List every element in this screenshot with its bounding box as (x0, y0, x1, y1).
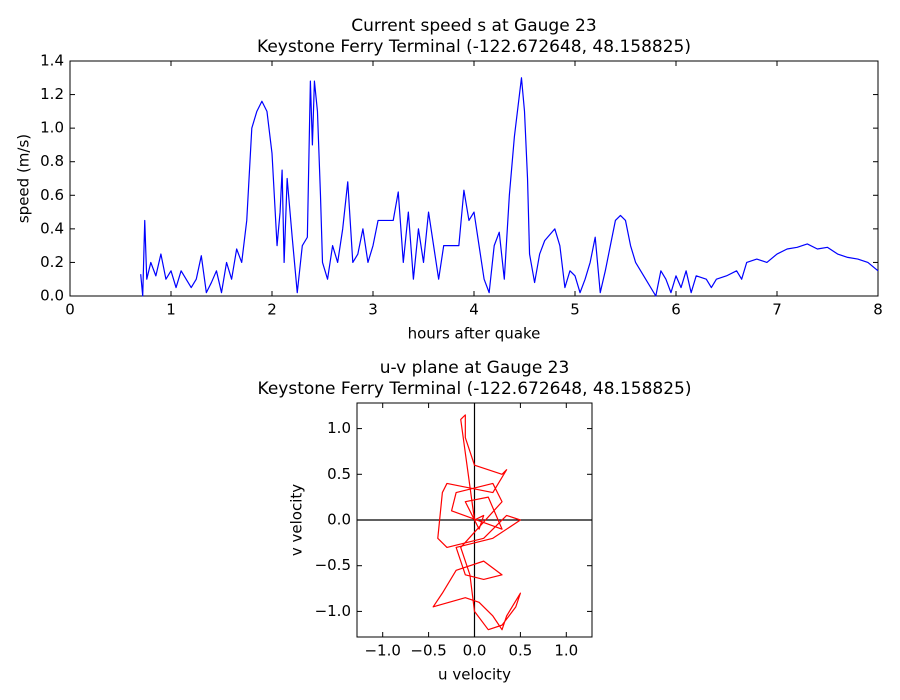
x-tick-label: 0 (65, 301, 75, 319)
x-tick-label: 0.0 (463, 642, 487, 660)
x-tick-label: 0.5 (508, 642, 532, 660)
y-tick-label: 0.6 (40, 186, 64, 204)
x-tick-label: 5 (570, 301, 580, 319)
x-axis-label: hours after quake (408, 325, 541, 343)
x-tick-label: 2 (267, 301, 277, 319)
y-tick-label: 0.0 (327, 511, 351, 529)
x-tick-label: 7 (772, 301, 782, 319)
chart-subtitle: Keystone Ferry Terminal (-122.672648, 48… (257, 37, 691, 57)
y-tick-label: −0.5 (315, 556, 351, 574)
data-line (432, 414, 521, 631)
x-tick-label: 3 (368, 301, 378, 319)
y-tick-label: 0.0 (40, 287, 64, 305)
chart-title: Current speed s at Gauge 23 (351, 16, 596, 36)
x-tick-label: 1 (166, 301, 176, 319)
x-axis-label: u velocity (438, 666, 511, 684)
y-tick-label: 1.2 (40, 85, 64, 103)
plot-frame (69, 60, 879, 297)
y-tick-label: 1.0 (327, 419, 351, 437)
x-tick-label: −1.0 (364, 642, 400, 660)
y-axis-label: speed (m/s) (15, 134, 33, 223)
y-tick-label: 1.4 (40, 52, 64, 70)
chart-title: u-v plane at Gauge 23 (380, 358, 570, 378)
x-tick-label: −0.5 (410, 642, 446, 660)
y-tick-label: 1.0 (40, 119, 64, 137)
y-tick-label: 0.4 (40, 219, 64, 237)
x-tick-label: 4 (469, 301, 479, 319)
chart-subtitle: Keystone Ferry Terminal (-122.672648, 48… (258, 379, 692, 399)
y-axis-label: v velocity (288, 484, 306, 556)
y-tick-label: −1.0 (315, 602, 351, 620)
y-tick-label: 0.8 (40, 152, 64, 170)
y-tick-label: 0.5 (327, 465, 351, 483)
x-tick-label: 6 (671, 301, 681, 319)
x-tick-label: 8 (873, 301, 883, 319)
data-line (140, 77, 879, 297)
x-tick-label: 1.0 (554, 642, 578, 660)
y-tick-label: 0.2 (40, 253, 64, 271)
